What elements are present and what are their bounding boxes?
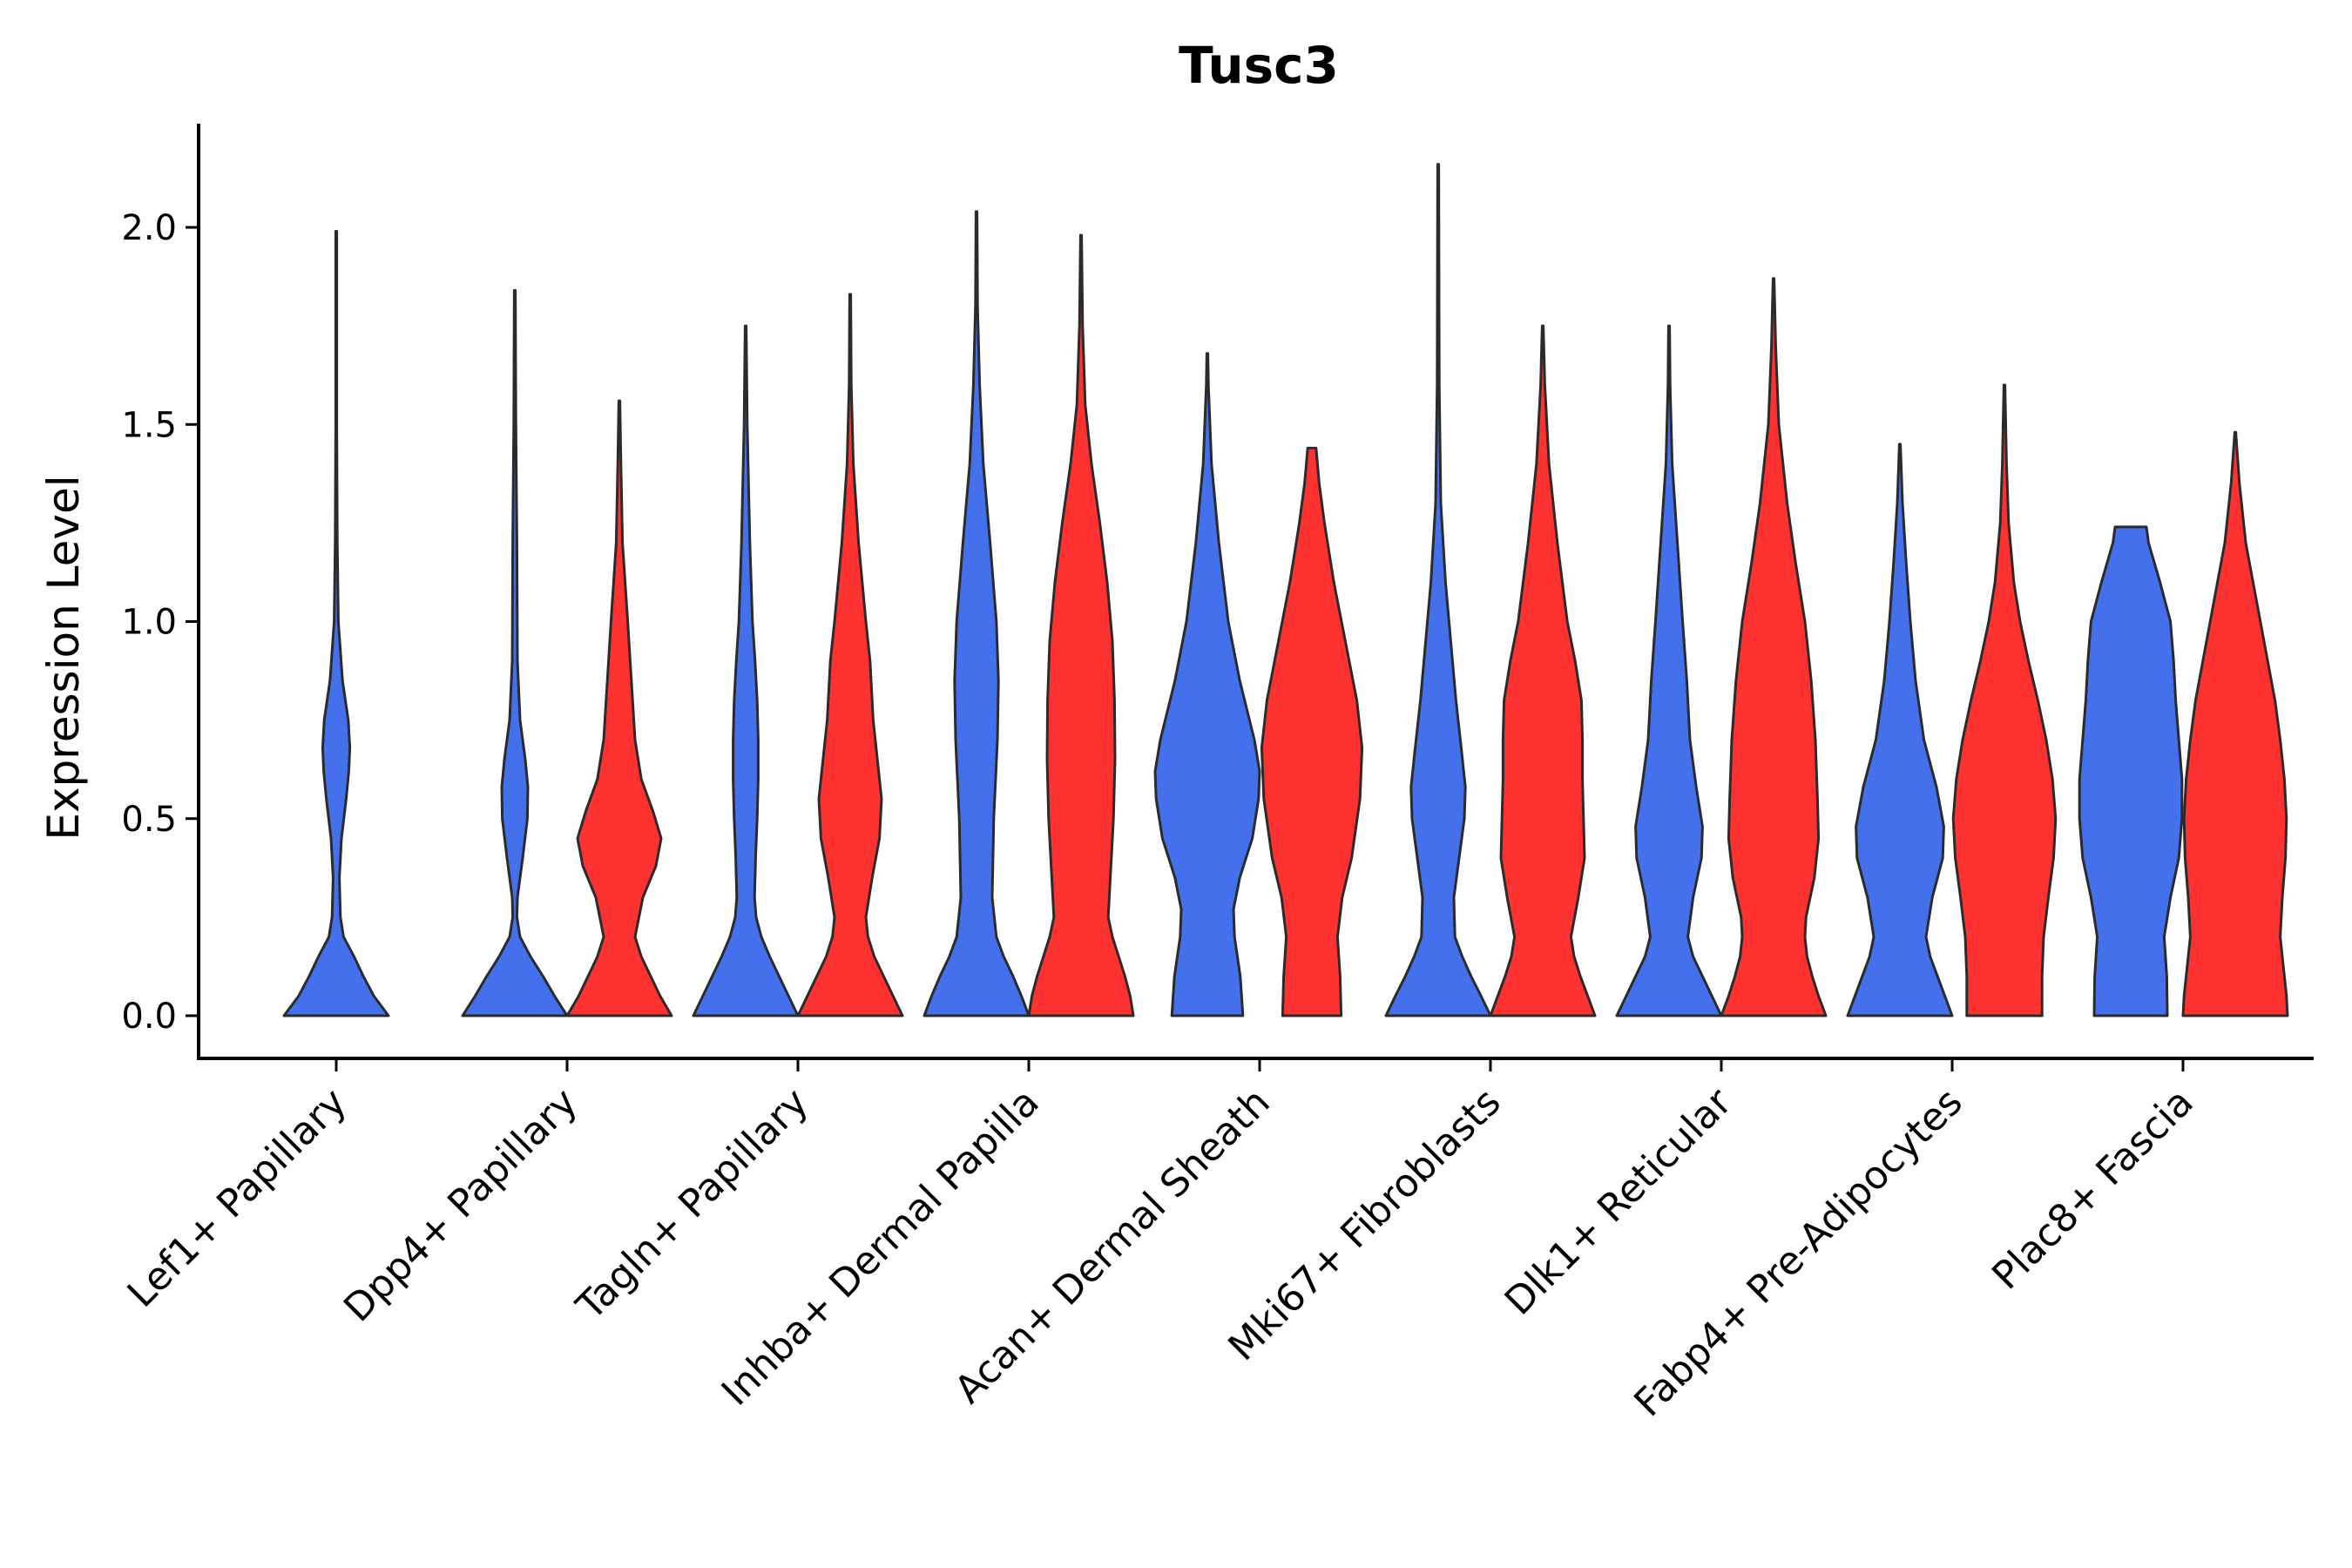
violin-group_2: [1489, 324, 1597, 1017]
violin-group_1: [692, 324, 800, 1017]
x-tick-label: Dlk1+ Reticular: [1497, 1079, 1741, 1324]
violin-group_1: [1846, 443, 1954, 1017]
violin-group_2: [1260, 446, 1364, 1017]
violin-group_1: [1153, 352, 1261, 1017]
violin-group_2: [1720, 277, 1828, 1017]
violin-group_1: [282, 230, 390, 1017]
y-tick-label: 2.0: [121, 208, 177, 248]
y-tick-label: 1.0: [121, 603, 177, 643]
violin-group_2: [2181, 430, 2289, 1017]
violin-layer: [282, 163, 2289, 1017]
x-tick-label: Lef1+ Papillary: [119, 1080, 355, 1316]
y-tick-label: 1.5: [121, 405, 177, 445]
violin-group_1: [1615, 324, 1723, 1017]
violin-group_1: [2078, 525, 2184, 1017]
violin-group_1: [461, 288, 569, 1017]
chart-title: Tusc3: [1179, 36, 1339, 95]
x-tick-label: Tagln+ Papillary: [568, 1080, 817, 1329]
violin-group_2: [1951, 383, 2058, 1017]
y-tick-label: 0.0: [121, 997, 177, 1037]
x-tick-label: Plac8+ Fascia: [1984, 1080, 2202, 1299]
violin-group_2: [565, 399, 673, 1017]
y-tick-label: 0.5: [121, 800, 177, 840]
violin-group_2: [796, 293, 904, 1017]
violin-group_1: [1384, 163, 1492, 1017]
x-tick-label: Dpp4+ Papillary: [335, 1080, 586, 1331]
violin-group_1: [923, 210, 1031, 1017]
y-axis-label: Expression Level: [38, 475, 89, 840]
y-axis-ticks: 0.0 0.5 1.0 1.5 2.0: [121, 208, 199, 1037]
violin-group_2: [1027, 233, 1135, 1017]
